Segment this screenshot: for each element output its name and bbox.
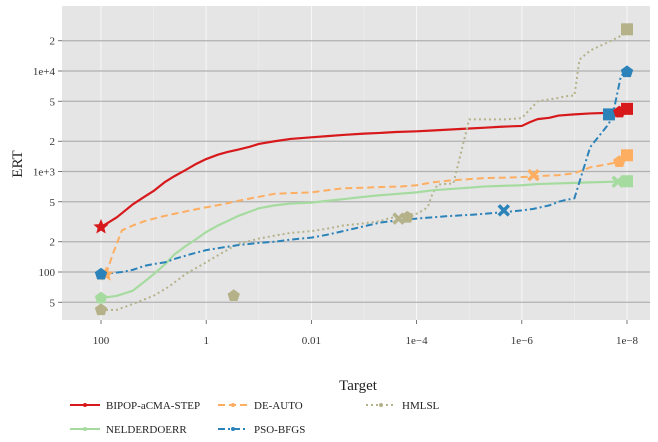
x-axis-ticks: 100 1 0.01 1e−4 1e−6 1e−8 — [93, 320, 639, 347]
series-start-marker-pso-bfgs — [94, 267, 108, 280]
series-line-pso-bfgs — [100, 71, 628, 276]
series-line-bipop-acma-step — [100, 109, 628, 228]
legend-item-bipop-acma-step: BIPOP-aCMA-STEP — [70, 400, 200, 412]
series-marker-hmlsl — [227, 289, 240, 302]
legend-swatch-dot — [83, 403, 87, 407]
series-start-marker-hmlsl — [94, 303, 108, 316]
markers-layer — [93, 23, 634, 316]
y-tick-label: 1e+3 — [33, 167, 56, 179]
x-tick-label: 1e−6 — [511, 335, 534, 347]
legend-swatch-dot — [231, 403, 235, 407]
plot-background — [62, 6, 650, 320]
y-tick-label: 1e+4 — [33, 66, 56, 78]
series-marker-nelderdoerr — [611, 175, 624, 189]
series-end-marker-nelderdoerr — [621, 175, 633, 188]
series-marker-bipop-acma-step — [613, 105, 626, 118]
x-tick-label: 0.01 — [302, 335, 321, 347]
legend-swatch-dot — [231, 427, 235, 431]
series-start-marker-bipop-acma-step — [93, 219, 109, 234]
y-axis-title: ERT — [10, 150, 26, 177]
series-start-marker-nelderdoerr — [94, 291, 108, 304]
series-end-marker-de-auto — [621, 149, 633, 162]
x-tick-label: 1e−4 — [406, 335, 429, 347]
legend-label: BIPOP-aCMA-STEP — [106, 400, 200, 412]
y-tick-label: 2 — [50, 136, 56, 148]
y-tick-label: 5 — [50, 297, 56, 309]
y-tick-label: 100 — [39, 267, 56, 279]
series-line-nelderdoerr — [100, 180, 628, 300]
legend-item-pso-bfgs: PSO-BFGS — [218, 424, 305, 436]
y-tick-label: 2 — [50, 237, 56, 249]
x-tick-label: 100 — [93, 335, 110, 347]
series-marker-de-auto — [527, 168, 540, 182]
legend-swatch-dot — [83, 427, 87, 431]
legend-label: HMLSL — [402, 400, 440, 412]
series-end-marker-pso-bfgs — [620, 65, 634, 78]
y-tick-label: 5 — [50, 96, 56, 108]
series-marker-hmlsl — [401, 210, 414, 223]
series-end-marker-hmlsl — [621, 23, 633, 36]
y-tick-label: 5 — [50, 197, 56, 209]
y-tick-label: 2 — [50, 36, 56, 48]
x-tick-label: 1 — [203, 335, 209, 347]
series-marker-pso-bfgs — [602, 108, 615, 121]
legend-label: DE-AUTO — [254, 400, 303, 412]
legend-item-hmlsl: HMLSL — [366, 400, 440, 412]
x-axis-title: Target — [339, 378, 378, 394]
series-marker-de-auto — [613, 155, 626, 168]
legend-label: NELDERDOERR — [106, 424, 187, 436]
legend-item-nelderdoerr: NELDERDOERR — [70, 424, 187, 436]
legend-item-de-auto: DE-AUTO — [218, 400, 303, 412]
y-axis-ticks: 5 100 2 5 1e+3 2 5 1e+4 2 — [33, 36, 62, 309]
grid — [62, 6, 650, 320]
legend-swatch-dot — [379, 403, 383, 407]
series-marker-pso-bfgs — [497, 204, 511, 217]
x-tick-label: 1e−8 — [616, 335, 639, 347]
legend-label: PSO-BFGS — [254, 424, 305, 436]
legend: BIPOP-aCMA-STEP DE-AUTO HMLSL NELDERDOERR PS… — [70, 400, 440, 436]
